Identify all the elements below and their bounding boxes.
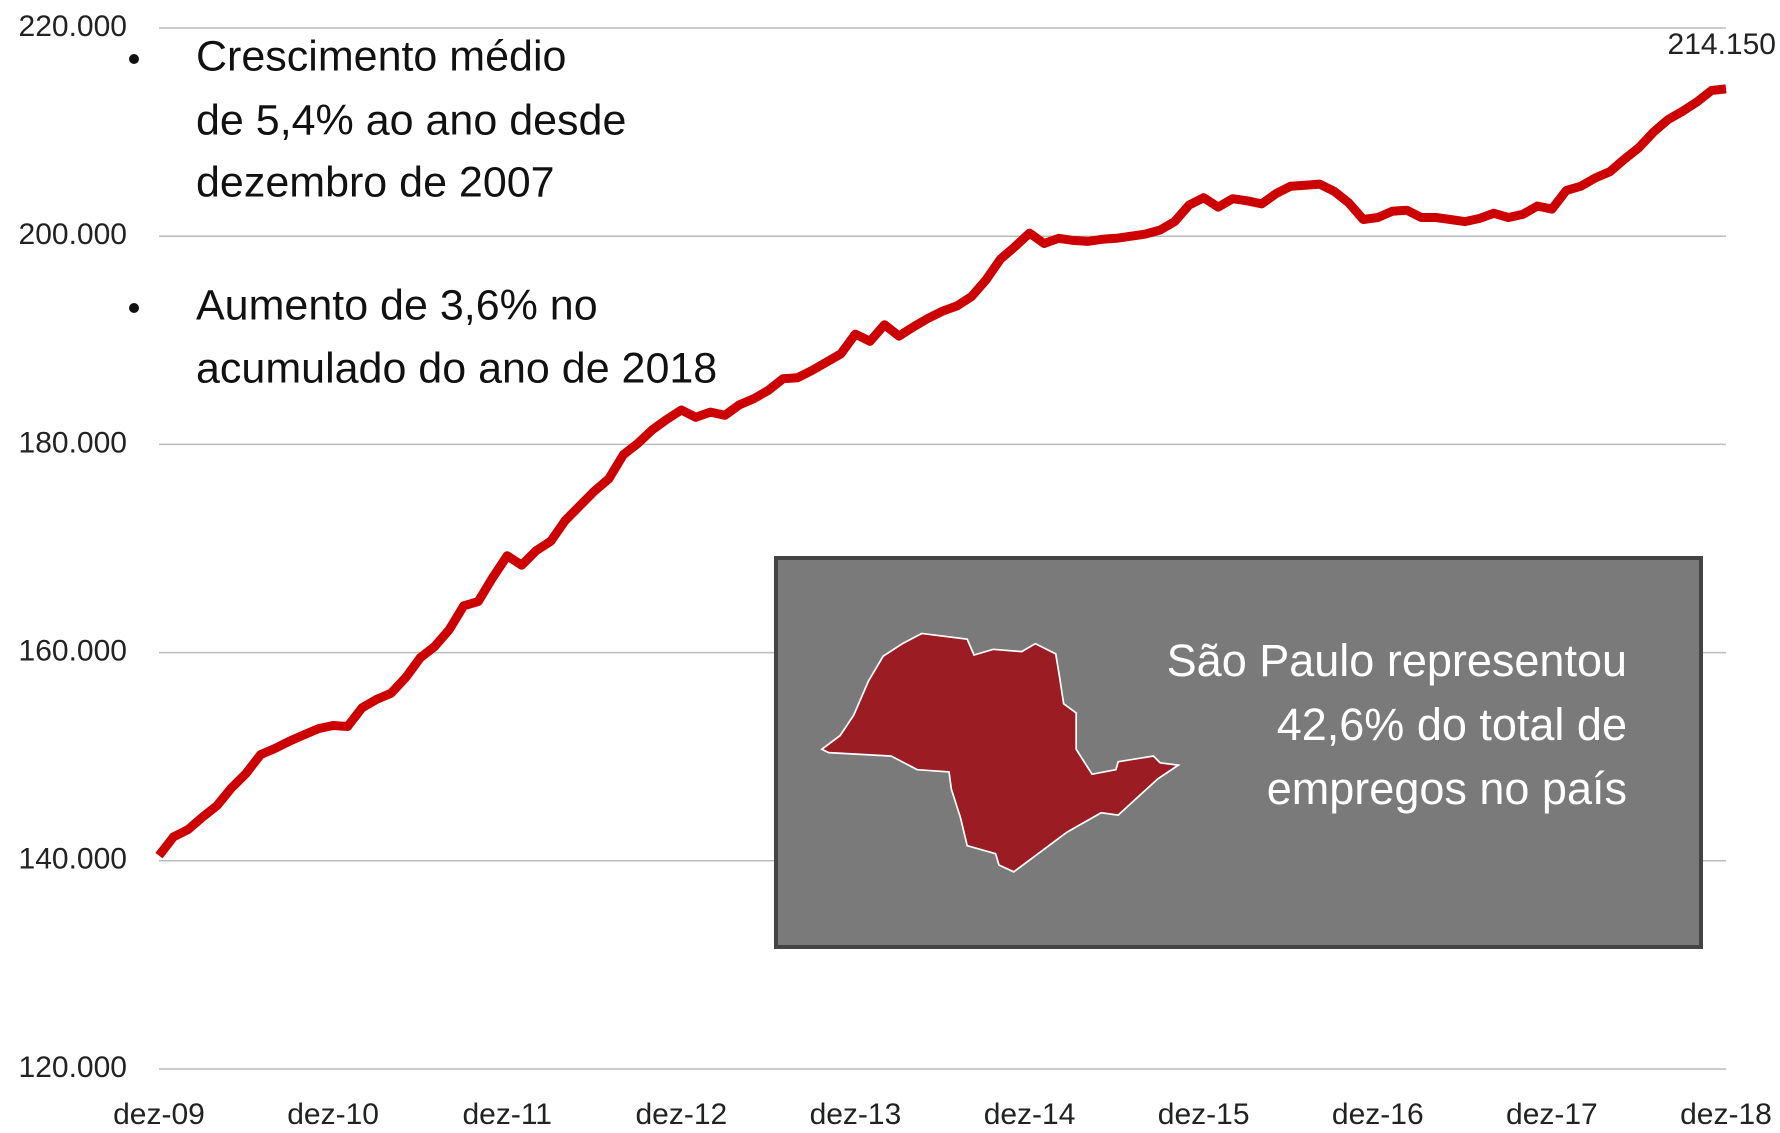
data-label: 214.150 bbox=[1668, 28, 1776, 61]
x-tick-label: dez-15 bbox=[1158, 1098, 1250, 1131]
annotation-line: de 5,4% ao ano desde bbox=[196, 96, 626, 144]
x-tick-label: dez-09 bbox=[113, 1098, 205, 1131]
x-tick-label: dez-13 bbox=[810, 1098, 902, 1131]
annotation-line: acumulado do ano de 2018 bbox=[196, 344, 717, 392]
x-tick-label: dez-11 bbox=[462, 1098, 552, 1131]
annotation-line: Aumento de 3,6% no bbox=[196, 281, 598, 329]
y-tick-label: 180.000 bbox=[19, 426, 127, 459]
annotations: 120.000 140.000 160.000 180.000 200.000 220.0… bbox=[19, 10, 1776, 1131]
x-tick-label: dez-12 bbox=[635, 1098, 727, 1131]
sao-paulo-map bbox=[820, 632, 1181, 873]
x-tick-label: dez-14 bbox=[984, 1098, 1076, 1131]
x-tick-label: dez-17 bbox=[1506, 1098, 1598, 1131]
y-tick-label: 120.000 bbox=[19, 1051, 127, 1084]
series-line bbox=[155, 84, 1727, 859]
x-tick-label: dez-18 bbox=[1680, 1098, 1772, 1131]
annotation-line: Crescimento médio bbox=[196, 32, 566, 80]
y-tick-label: 200.000 bbox=[19, 218, 127, 251]
box-text: São Paulo representou bbox=[1167, 635, 1627, 686]
annotation-line: dezembro de 2007 bbox=[196, 158, 555, 206]
x-tick-label: dez-10 bbox=[287, 1098, 379, 1131]
x-tick-label: dez-16 bbox=[1332, 1098, 1424, 1131]
y-tick-label: 140.000 bbox=[19, 843, 127, 876]
box-text: empregos no país bbox=[1267, 763, 1627, 814]
y-tick-label: 160.000 bbox=[19, 635, 127, 668]
bullet bbox=[129, 303, 139, 313]
plot bbox=[155, 84, 1727, 859]
info-box bbox=[774, 556, 1703, 949]
box-text: 42,6% do total de bbox=[1277, 699, 1627, 750]
bullet bbox=[129, 54, 139, 64]
y-tick-label: 220.000 bbox=[19, 10, 127, 43]
